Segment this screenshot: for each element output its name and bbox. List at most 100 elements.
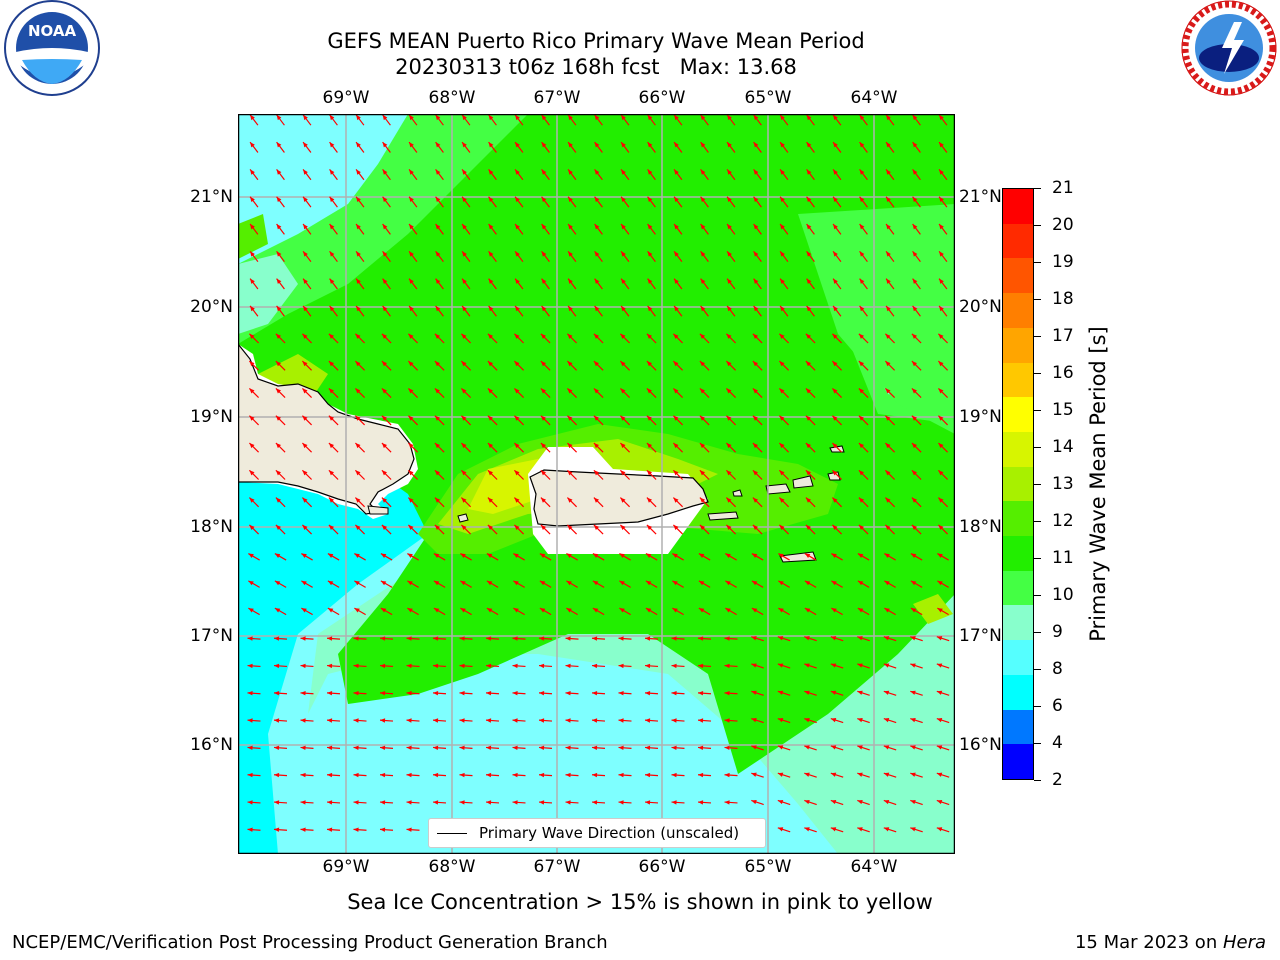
wave-arrow bbox=[726, 141, 736, 153]
wave-arrow bbox=[540, 360, 551, 371]
wave-arrow bbox=[432, 663, 447, 669]
wave-arrow bbox=[488, 114, 497, 126]
wave-arrow bbox=[513, 360, 525, 371]
wave-arrow bbox=[566, 469, 578, 480]
wave-arrow bbox=[832, 196, 842, 208]
wave-arrow bbox=[910, 580, 923, 588]
wave-arrow bbox=[938, 250, 948, 263]
wave-arrow bbox=[488, 223, 497, 235]
wave-arrow bbox=[724, 800, 738, 805]
wave-arrow bbox=[804, 690, 817, 696]
wave-arrow bbox=[300, 827, 314, 832]
wave-arrow bbox=[329, 196, 338, 208]
wave-arrow bbox=[857, 827, 870, 833]
wave-arrow bbox=[753, 196, 762, 208]
wave-arrow bbox=[884, 469, 896, 480]
wave-arrow bbox=[249, 223, 259, 235]
wave-arrow bbox=[512, 636, 526, 641]
wave-arrow bbox=[329, 114, 338, 126]
wave-arrow bbox=[435, 223, 444, 235]
wave-arrow bbox=[831, 415, 843, 426]
wave-arrow bbox=[329, 141, 338, 153]
wave-arrow bbox=[328, 415, 339, 426]
wave-arrow bbox=[354, 360, 366, 371]
wave-arrow bbox=[700, 278, 709, 290]
wave-arrow bbox=[618, 772, 632, 778]
wave-arrow bbox=[672, 415, 684, 426]
wave-arrow bbox=[566, 607, 578, 616]
wave-arrow bbox=[248, 360, 260, 371]
colorbar-swatch bbox=[1003, 709, 1033, 745]
wave-arrow bbox=[752, 360, 763, 371]
wave-arrow bbox=[408, 250, 418, 263]
colorbar-tick-label: 12 bbox=[1052, 511, 1074, 531]
colorbar-tick-label: 10 bbox=[1052, 585, 1074, 605]
wave-arrow bbox=[936, 827, 950, 833]
wave-arrow bbox=[435, 114, 444, 126]
wave-arrow bbox=[432, 691, 447, 696]
wave-arrow bbox=[751, 772, 764, 778]
wave-arrow bbox=[779, 169, 789, 181]
wave-arrow bbox=[408, 278, 418, 290]
wave-arrow bbox=[407, 553, 419, 561]
wave-arrow bbox=[804, 553, 817, 561]
wave-arrow bbox=[830, 772, 844, 778]
wave-arrow bbox=[698, 580, 711, 588]
wave-arrow bbox=[778, 469, 790, 480]
wave-arrow bbox=[434, 497, 445, 508]
colorbar-tick-label: 2 bbox=[1052, 770, 1063, 790]
wave-arrow bbox=[700, 114, 709, 126]
wave-arrow bbox=[830, 663, 844, 669]
wave-arrow bbox=[672, 553, 684, 561]
wave-arrow bbox=[513, 469, 525, 480]
wave-arrow bbox=[697, 636, 712, 641]
wave-arrow bbox=[327, 553, 340, 561]
wave-arrow bbox=[329, 250, 338, 263]
wave-arrow bbox=[647, 250, 656, 263]
colorbar-swatch bbox=[1003, 466, 1033, 502]
wave-arrow bbox=[911, 415, 922, 426]
wave-arrow bbox=[275, 333, 286, 344]
wave-arrow bbox=[459, 745, 473, 750]
wave-arrow bbox=[699, 387, 710, 399]
wave-arrow bbox=[459, 663, 473, 669]
wave-arrow bbox=[700, 169, 709, 181]
wave-arrow bbox=[434, 469, 445, 480]
wave-arrow bbox=[699, 333, 710, 344]
wave-arrow bbox=[778, 387, 790, 399]
wave-arrow bbox=[407, 607, 419, 616]
wave-arrow bbox=[777, 745, 791, 751]
wave-arrow bbox=[326, 636, 341, 641]
wave-arrow bbox=[618, 691, 632, 696]
wave-arrow bbox=[432, 772, 447, 778]
wave-arrow bbox=[804, 745, 817, 751]
wave-arrow bbox=[460, 607, 472, 616]
wave-arrow bbox=[300, 745, 314, 750]
wave-arrow bbox=[724, 745, 738, 750]
wave-arrow bbox=[249, 114, 259, 126]
wave-arrow bbox=[514, 114, 524, 126]
wave-arrow bbox=[488, 250, 497, 263]
wave-arrow bbox=[435, 305, 444, 317]
wave-arrow bbox=[912, 250, 921, 263]
wave-arrow bbox=[646, 524, 657, 535]
wave-arrow bbox=[407, 524, 419, 535]
wave-arrow bbox=[276, 141, 285, 153]
wave-arrow bbox=[248, 497, 260, 508]
wave-arrow bbox=[274, 580, 287, 588]
colorbar-swatch bbox=[1003, 536, 1033, 571]
wave-arrow bbox=[274, 607, 287, 616]
wave-arrow bbox=[726, 196, 736, 208]
wave-arrow bbox=[753, 305, 762, 317]
colorbar-tick-mark bbox=[1034, 224, 1041, 226]
wave-arrow bbox=[644, 663, 659, 669]
wave-arrow bbox=[671, 691, 685, 696]
wave-arrow bbox=[329, 278, 338, 290]
wave-arrow bbox=[565, 772, 579, 778]
wave-arrow bbox=[487, 442, 498, 453]
wave-arrow bbox=[460, 333, 472, 344]
wave-arrow bbox=[885, 305, 895, 317]
wave-arrow bbox=[673, 196, 683, 208]
wave-arrow bbox=[514, 305, 524, 317]
wave-arrow bbox=[249, 169, 259, 181]
